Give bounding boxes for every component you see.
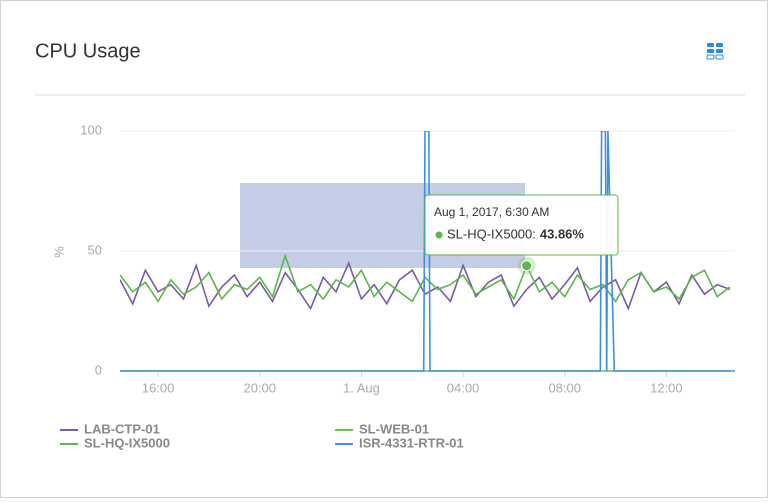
tooltip-value: 43.86% [540, 226, 585, 241]
y-tick-label: 0 [95, 362, 102, 377]
y-tick-label: 50 [88, 242, 102, 257]
x-tick-label: 1. Aug [343, 380, 380, 395]
card-title: CPU Usage [35, 40, 141, 62]
legend-label: LAB-CTP-01 [84, 421, 160, 436]
y-axis-label: % [51, 246, 66, 258]
x-tick-label: 12:00 [650, 380, 683, 395]
legend-label: SL-HQ-IX5000 [84, 435, 170, 450]
layout-icon[interactable] [706, 43, 724, 60]
legend-label: SL-WEB-01 [359, 421, 429, 436]
hover-point [521, 260, 533, 272]
x-tick-label: 04:00 [447, 380, 480, 395]
x-tick-label: 08:00 [548, 380, 581, 395]
y-tick-label: 100 [80, 122, 102, 137]
tooltip-label: SL-HQ-IX5000: [447, 226, 536, 241]
series-line [120, 260, 731, 311]
tooltip-box [424, 194, 619, 256]
legend-label: ISR-4331-RTR-01 [359, 435, 464, 450]
tooltip-dot [435, 231, 443, 239]
tooltip-title: Aug 1, 2017, 6:30 AM [434, 205, 549, 219]
x-tick-label: 20:00 [243, 380, 276, 395]
x-tick-label: 16:00 [142, 380, 175, 395]
